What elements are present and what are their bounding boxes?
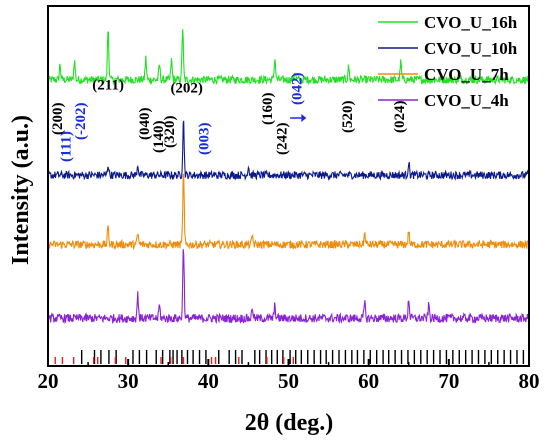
legend: CVO_U_16h CVO_U_10h CVO_U_7h CVO_U_4h xyxy=(378,13,518,110)
series-line-1 xyxy=(47,120,530,182)
x-tick-label-4: 60 xyxy=(358,369,379,393)
series-line-3 xyxy=(47,249,530,325)
legend-label-0: CVO_U_16h xyxy=(424,13,518,32)
peak-label-10: (242) xyxy=(274,123,290,156)
peak-label-13: (024) xyxy=(392,101,408,134)
peak-labels: (200)(111)(-202)(211) (040)(140)(320) (202… xyxy=(50,73,408,163)
x-tick-label-1: 30 xyxy=(118,369,139,393)
peak-label-8: (003) xyxy=(197,123,213,156)
peak-label-6: (320) xyxy=(162,116,178,149)
x-tick-label-2: 40 xyxy=(198,369,219,393)
peak-label-2: (-202) xyxy=(73,103,89,141)
plot-frame xyxy=(47,5,530,367)
y-axis-label: Intensity (a.u.) xyxy=(8,115,34,265)
peak-label-3: (211) xyxy=(92,77,124,93)
x-tick-label-5: 70 xyxy=(438,369,459,393)
peak-label-7: (202) xyxy=(170,80,203,96)
x-tick-label-3: 50 xyxy=(278,369,299,393)
peak-label-1: (111) xyxy=(59,131,75,162)
x-tick-label-0: 20 xyxy=(38,369,59,393)
peak-label-9: (160) xyxy=(260,93,276,126)
peak-label-12: (520) xyxy=(340,101,356,134)
peak-label-5: (140) xyxy=(151,121,167,154)
peak-label-0: (200) xyxy=(50,103,66,136)
x-axis: 20 30 40 50 60 70 80 xyxy=(38,359,540,393)
series-line-2 xyxy=(47,173,530,251)
x-tick-label-6: 80 xyxy=(519,369,540,393)
legend-label-3: CVO_U_4h xyxy=(424,91,509,110)
arrow-042-head-icon xyxy=(301,114,307,122)
legend-label-2: CVO_U_7h xyxy=(424,65,509,84)
x-axis-label: 2θ (deg.) xyxy=(245,410,334,436)
series-line-0 xyxy=(47,29,530,86)
reference-lines xyxy=(54,350,525,364)
peak-label-4: (040) xyxy=(137,108,153,141)
legend-label-1: CVO_U_10h xyxy=(424,39,518,58)
series-layer xyxy=(47,29,530,325)
peak-label-11: (042) xyxy=(290,73,306,106)
